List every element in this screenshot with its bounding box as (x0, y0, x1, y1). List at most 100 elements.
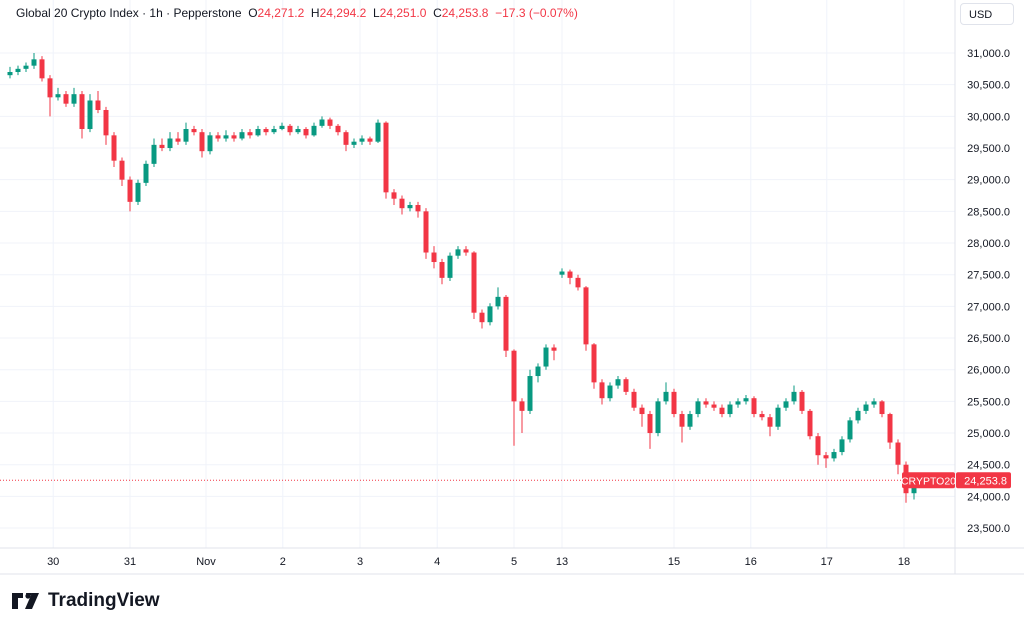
candle-body (103, 110, 109, 136)
candle (31, 53, 37, 69)
candle (151, 138, 157, 168)
ticker-tag (902, 472, 955, 489)
time-tick-label: 16 (745, 556, 757, 568)
candle-body (311, 125, 317, 136)
close-value: 24,253.8 (441, 6, 489, 20)
candle (447, 252, 453, 282)
candle (639, 404, 645, 427)
candle-body (751, 398, 757, 415)
chart-legend-header: Global 20 Crypto Index · 1h · Pepperston… (16, 6, 578, 20)
currency-button[interactable]: USD (960, 3, 1014, 25)
candle-body (351, 141, 357, 145)
price-change: −17.3 (−0.07%) (495, 6, 578, 20)
candle (847, 417, 853, 443)
low-value: 24,251.0 (379, 6, 427, 20)
ticker-label: CRYPTO20 (901, 475, 956, 487)
candle-body (439, 262, 445, 278)
candle-body (63, 94, 69, 104)
candle-body (207, 135, 213, 152)
candle (567, 269, 573, 285)
candle (199, 129, 205, 158)
price-tick-label: 26,500.0 (967, 333, 1010, 345)
candle-body (255, 129, 261, 136)
candle (759, 410, 765, 421)
candle-body (135, 182, 141, 202)
price-tick-label: 25,500.0 (967, 396, 1010, 408)
candle (463, 246, 469, 256)
candle (663, 382, 669, 405)
grid-lines (0, 0, 1024, 575)
candle-body (239, 132, 245, 139)
candle-body (191, 129, 197, 133)
candle-body (839, 439, 845, 453)
candle-body (31, 59, 37, 66)
candle-body (783, 401, 789, 408)
candle (271, 125, 277, 135)
candle (279, 122, 285, 131)
candle-body (559, 271, 565, 275)
candle (431, 246, 437, 269)
candle (239, 129, 245, 141)
candle-body (735, 401, 741, 405)
candle-body (95, 100, 101, 111)
candle (95, 91, 101, 114)
candle-body (615, 379, 621, 386)
time-tick-label: 3 (357, 556, 363, 568)
time-tick-label: 2 (280, 556, 286, 568)
price-tick-label: 26,000.0 (967, 365, 1010, 377)
price-tick-label: 31,000.0 (967, 48, 1010, 60)
candle-body (879, 401, 885, 415)
candle (687, 410, 693, 430)
candle-body (479, 312, 485, 323)
candle (47, 75, 53, 117)
candle-body (807, 410, 813, 437)
candle-body (263, 129, 269, 133)
candle-body (511, 350, 517, 402)
candle (351, 138, 357, 149)
candle-body (367, 138, 373, 142)
candle (695, 398, 701, 418)
candle (287, 123, 293, 136)
candle-body (7, 72, 13, 76)
candle-body (623, 379, 629, 392)
candle (839, 436, 845, 456)
candle-body (167, 138, 173, 149)
symbol-name[interactable]: Global 20 Crypto Index (16, 6, 139, 20)
price-tick-label: 24,000.0 (967, 491, 1010, 503)
candle-body (447, 255, 453, 278)
candle (23, 62, 29, 73)
candle-body (79, 94, 85, 130)
candle (367, 136, 373, 145)
candle-body (399, 198, 405, 209)
candle-body (415, 205, 421, 212)
candle-body (303, 129, 309, 136)
candle-body (223, 135, 229, 139)
candle-body (383, 122, 389, 193)
candle-body (71, 94, 77, 104)
candle-body (855, 410, 861, 421)
candle (591, 343, 597, 389)
candle-body (159, 144, 165, 149)
price-axis[interactable]: 31,000.0 30,500.0 30,000.0 29,500.0 29,000.0… (967, 48, 1010, 535)
candle-body (871, 401, 877, 405)
price-tick-label: 28,500.0 (967, 206, 1010, 218)
candle-body (767, 417, 773, 427)
candle (487, 303, 493, 326)
candle (415, 201, 421, 218)
last-price-marker: CRYPTO20 24,253.8 (0, 472, 1011, 489)
candle-body (679, 414, 685, 427)
candle-body (791, 391, 797, 402)
candle-body (39, 59, 45, 79)
price-tick-label: 28,000.0 (967, 238, 1010, 250)
candle (799, 389, 805, 415)
candle (191, 125, 197, 136)
tradingview-logo[interactable]: TradingView (12, 590, 160, 612)
candle-body (567, 271, 573, 278)
candle-body (327, 119, 333, 126)
candle (255, 125, 261, 137)
candle (671, 388, 677, 418)
candle-body (799, 391, 805, 411)
candle-body (703, 401, 709, 405)
candle-body (487, 306, 493, 323)
